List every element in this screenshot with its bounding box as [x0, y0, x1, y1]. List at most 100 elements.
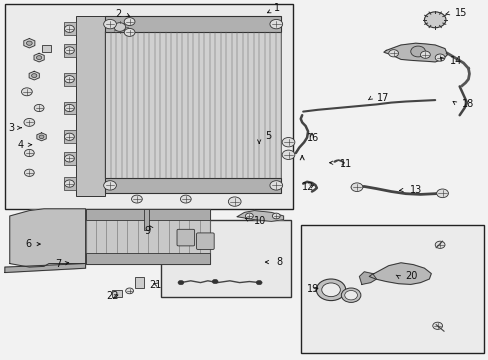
Circle shape — [124, 18, 135, 26]
Circle shape — [24, 169, 34, 176]
Circle shape — [245, 213, 253, 219]
Circle shape — [388, 50, 398, 57]
Circle shape — [432, 322, 442, 329]
Bar — [63, 152, 76, 165]
Circle shape — [21, 88, 32, 96]
Bar — [85, 209, 210, 220]
Circle shape — [131, 195, 142, 203]
Text: 15: 15 — [454, 8, 466, 18]
Text: 17: 17 — [376, 93, 388, 103]
Circle shape — [34, 104, 44, 112]
Circle shape — [256, 280, 262, 285]
Circle shape — [64, 47, 74, 54]
Circle shape — [64, 155, 74, 162]
Circle shape — [269, 181, 282, 190]
Text: 11: 11 — [339, 159, 351, 169]
Circle shape — [178, 280, 183, 285]
Polygon shape — [5, 264, 85, 273]
Polygon shape — [34, 53, 44, 62]
Polygon shape — [29, 71, 39, 80]
Polygon shape — [37, 133, 46, 141]
Text: 4: 4 — [17, 140, 23, 150]
Text: 1: 1 — [273, 3, 280, 13]
Bar — [63, 22, 76, 35]
Bar — [85, 253, 210, 264]
Circle shape — [26, 41, 32, 45]
Circle shape — [39, 135, 44, 139]
Bar — [76, 16, 105, 196]
Circle shape — [64, 104, 74, 112]
Bar — [41, 45, 51, 52]
Circle shape — [64, 76, 74, 83]
Circle shape — [344, 291, 357, 300]
Text: 22: 22 — [106, 291, 119, 301]
Circle shape — [64, 25, 74, 32]
Circle shape — [24, 118, 35, 126]
Circle shape — [180, 195, 191, 203]
Circle shape — [212, 279, 218, 284]
Bar — [105, 32, 281, 178]
Bar — [144, 209, 149, 230]
Text: 10: 10 — [254, 216, 266, 226]
Bar — [300, 225, 483, 353]
Bar — [112, 290, 122, 297]
FancyBboxPatch shape — [177, 229, 194, 246]
Text: 12: 12 — [302, 182, 314, 192]
Circle shape — [282, 138, 294, 147]
Bar — [63, 177, 76, 190]
Circle shape — [64, 133, 74, 140]
Circle shape — [272, 213, 280, 219]
Polygon shape — [359, 272, 376, 284]
Text: 3: 3 — [9, 123, 15, 133]
Circle shape — [103, 181, 116, 190]
Polygon shape — [237, 211, 283, 221]
Circle shape — [424, 12, 445, 28]
Bar — [63, 73, 76, 86]
Circle shape — [321, 283, 340, 297]
Circle shape — [269, 19, 282, 29]
Bar — [135, 277, 143, 288]
Circle shape — [37, 56, 41, 59]
Circle shape — [350, 183, 362, 192]
FancyBboxPatch shape — [196, 233, 214, 249]
Text: 13: 13 — [409, 185, 421, 195]
Text: 6: 6 — [25, 239, 32, 249]
Text: 9: 9 — [144, 226, 150, 236]
Text: 21: 21 — [149, 280, 161, 290]
Text: 5: 5 — [264, 131, 271, 141]
Bar — [161, 220, 290, 297]
Circle shape — [24, 149, 34, 157]
Circle shape — [228, 197, 241, 206]
Text: 20: 20 — [404, 271, 416, 282]
Circle shape — [316, 279, 345, 301]
Bar — [63, 102, 76, 114]
Circle shape — [124, 28, 135, 36]
Text: 16: 16 — [306, 132, 318, 143]
Polygon shape — [24, 39, 35, 48]
Circle shape — [410, 46, 425, 57]
Polygon shape — [368, 263, 430, 284]
Circle shape — [103, 19, 116, 29]
Circle shape — [282, 150, 294, 159]
Polygon shape — [383, 43, 447, 62]
Text: 18: 18 — [461, 99, 473, 109]
Circle shape — [32, 74, 37, 77]
Circle shape — [114, 23, 125, 31]
Bar — [63, 44, 76, 57]
Bar — [63, 130, 76, 143]
Text: 8: 8 — [276, 257, 282, 267]
Circle shape — [125, 288, 133, 294]
Circle shape — [436, 189, 447, 198]
Circle shape — [64, 180, 74, 187]
Circle shape — [434, 241, 444, 248]
Circle shape — [434, 54, 444, 61]
Circle shape — [420, 51, 429, 58]
Text: 19: 19 — [306, 284, 318, 294]
Polygon shape — [10, 209, 85, 267]
Bar — [105, 16, 281, 32]
Bar — [85, 209, 210, 264]
Bar — [5, 4, 293, 209]
Bar — [105, 178, 281, 193]
Text: 7: 7 — [55, 258, 61, 269]
Text: 2: 2 — [115, 9, 121, 19]
